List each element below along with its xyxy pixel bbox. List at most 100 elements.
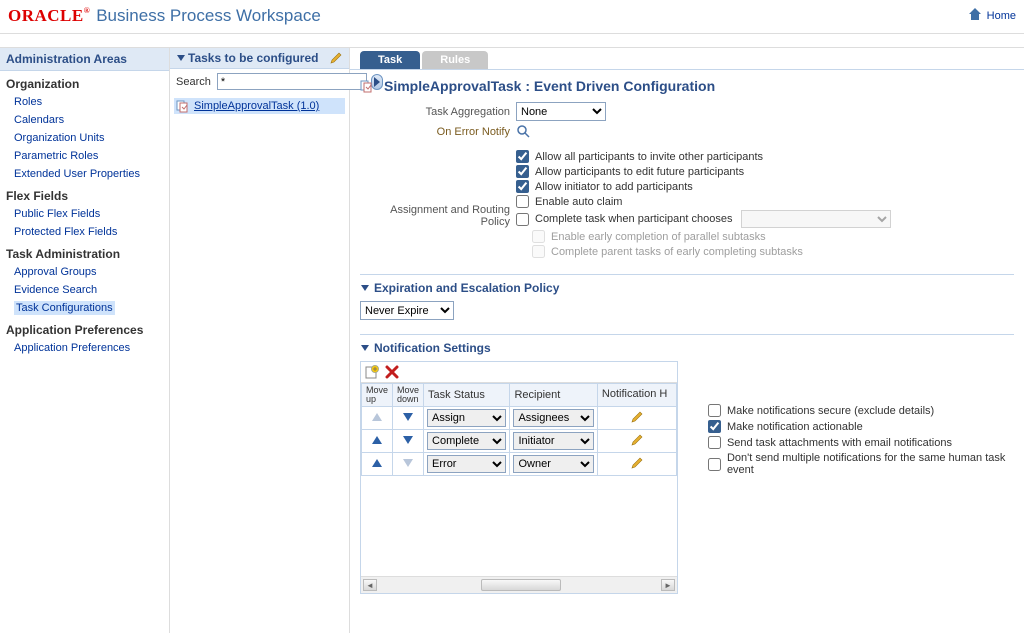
expiration-select[interactable]: Never Expire: [360, 301, 454, 320]
sidebar-item[interactable]: Task Configurations: [0, 299, 169, 317]
routing-option-label: Complete parent tasks of early completin…: [551, 246, 803, 258]
routing-option[interactable]: Complete task when participant chooses: [516, 210, 891, 228]
collapse-icon[interactable]: [360, 343, 370, 353]
routing-checkbox[interactable]: [516, 195, 529, 208]
notification-checkbox[interactable]: [708, 404, 721, 417]
tree-item[interactable]: SimpleApprovalTask (1.0): [174, 98, 345, 114]
sidebar-item[interactable]: Organization Units: [0, 129, 169, 147]
edit-icon[interactable]: [630, 461, 644, 473]
add-row-icon[interactable]: [365, 365, 379, 379]
sidebar-item-label[interactable]: Protected Flex Fields: [14, 226, 117, 238]
title-task-icon: [360, 79, 374, 93]
scroll-right-icon[interactable]: ►: [661, 579, 675, 591]
page-title-text: SimpleApprovalTask : Event Driven Config…: [384, 78, 715, 94]
col-task-status: Task Status: [424, 384, 510, 407]
routing-checkbox[interactable]: [516, 150, 529, 163]
sidebar-item-label[interactable]: Evidence Search: [14, 284, 97, 296]
sidebar-item[interactable]: Calendars: [0, 111, 169, 129]
magnifier-icon[interactable]: [516, 124, 532, 140]
sidebar-item-label[interactable]: Parametric Roles: [14, 150, 98, 162]
sidebar-item-label[interactable]: Public Flex Fields: [14, 208, 100, 220]
routing-option[interactable]: Allow initiator to add participants: [516, 180, 891, 193]
status-select[interactable]: Assign: [427, 409, 506, 427]
routing-checkbox[interactable]: [516, 180, 529, 193]
sidebar-item[interactable]: Extended User Properties: [0, 165, 169, 183]
notification-checkbox[interactable]: [708, 420, 721, 433]
logo-mark: ®: [84, 6, 90, 15]
notification-option[interactable]: Make notification actionable: [708, 420, 1014, 433]
collapse-icon[interactable]: [176, 53, 186, 63]
notification-option[interactable]: Make notifications secure (exclude detai…: [708, 404, 1014, 417]
task-aggregation-label: Task Aggregation: [360, 106, 510, 118]
sidebar-item[interactable]: Approval Groups: [0, 263, 169, 281]
delete-row-icon[interactable]: [385, 365, 399, 379]
move-down-icon[interactable]: [393, 407, 424, 430]
scroll-thumb[interactable]: [481, 579, 561, 591]
move-up-icon[interactable]: [362, 430, 393, 453]
sidebar-item-label[interactable]: Application Preferences: [14, 342, 130, 354]
search-input[interactable]: [217, 73, 367, 90]
edit-icon[interactable]: [630, 415, 644, 427]
sidebar-item-label[interactable]: Roles: [14, 96, 42, 108]
sidebar-item-label[interactable]: Task Configurations: [14, 301, 115, 315]
logo-brand: ORACLE: [8, 6, 84, 25]
oracle-logo: ORACLE®: [8, 6, 90, 26]
sidebar-item[interactable]: Parametric Roles: [0, 147, 169, 165]
expiration-section-header[interactable]: Expiration and Escalation Policy: [360, 274, 1014, 295]
col-recipient: Recipient: [510, 384, 597, 407]
sidebar-item-label[interactable]: Calendars: [14, 114, 64, 126]
notification-option[interactable]: Don't send multiple notifications for th…: [708, 452, 1014, 476]
sidebar-item-label[interactable]: Extended User Properties: [14, 168, 140, 180]
sidebar-item[interactable]: Public Flex Fields: [0, 205, 169, 223]
routing-checkbox[interactable]: [516, 213, 529, 226]
edit-icon[interactable]: [630, 438, 644, 450]
sidebar-item[interactable]: Protected Flex Fields: [0, 223, 169, 241]
notification-option[interactable]: Send task attachments with email notific…: [708, 436, 1014, 449]
sidebar-item-label[interactable]: Approval Groups: [14, 266, 97, 278]
routing-option-label: Allow all participants to invite other p…: [535, 151, 763, 163]
sidebar-group-title: Task Administration: [0, 241, 169, 263]
move-down-icon[interactable]: [393, 430, 424, 453]
status-select[interactable]: Error: [427, 455, 506, 473]
edit-icon[interactable]: [329, 51, 343, 65]
home-link[interactable]: Home: [987, 10, 1016, 22]
notification-option-label: Make notification actionable: [727, 421, 863, 433]
col-move-down: Move down: [393, 384, 424, 407]
tree-item-label[interactable]: SimpleApprovalTask (1.0): [194, 100, 319, 112]
table-toolbar: [361, 362, 677, 383]
page-title: SimpleApprovalTask : Event Driven Config…: [360, 78, 1014, 94]
horizontal-scrollbar[interactable]: ◄ ►: [361, 576, 677, 593]
notification-section-header[interactable]: Notification Settings: [360, 334, 1014, 355]
sidebar-group-title: Application Preferences: [0, 317, 169, 339]
sidebar-item[interactable]: Application Preferences: [0, 339, 169, 357]
recipient-select[interactable]: Assignees: [513, 409, 593, 427]
task-aggregation-select[interactable]: None: [516, 102, 606, 121]
tab-task[interactable]: Task: [360, 51, 420, 69]
notification-option-label: Don't send multiple notifications for th…: [727, 452, 1014, 476]
recipient-select[interactable]: Initiator: [513, 432, 593, 450]
notification-checkbox[interactable]: [708, 436, 721, 449]
main-panel: Task Rules SimpleApprovalTask : Event Dr…: [350, 48, 1024, 633]
scroll-left-icon[interactable]: ◄: [363, 579, 377, 591]
routing-option-label: Allow initiator to add participants: [535, 181, 693, 193]
status-select[interactable]: Complete: [427, 432, 506, 450]
sidebar-group-title: Organization: [0, 71, 169, 93]
move-up-icon[interactable]: [362, 453, 393, 476]
collapse-icon[interactable]: [360, 283, 370, 293]
routing-option[interactable]: Allow participants to edit future partic…: [516, 165, 891, 178]
expiration-section-title: Expiration and Escalation Policy: [374, 281, 559, 295]
sidebar-item[interactable]: Evidence Search: [0, 281, 169, 299]
routing-checkbox[interactable]: [516, 165, 529, 178]
notification-checkbox[interactable]: [708, 458, 721, 471]
routing-option: Enable early completion of parallel subt…: [532, 230, 891, 243]
routing-option[interactable]: Allow all participants to invite other p…: [516, 150, 891, 163]
sidebar-item[interactable]: Roles: [0, 93, 169, 111]
recipient-select[interactable]: Owner: [513, 455, 593, 473]
notification-options: Make notifications secure (exclude detai…: [708, 401, 1014, 479]
notification-section-title: Notification Settings: [374, 341, 491, 355]
routing-checkbox: [532, 230, 545, 243]
sidebar-item-label[interactable]: Organization Units: [14, 132, 105, 144]
routing-option[interactable]: Enable auto claim: [516, 195, 891, 208]
home-icon[interactable]: [967, 6, 983, 25]
tab-rules[interactable]: Rules: [422, 51, 488, 69]
